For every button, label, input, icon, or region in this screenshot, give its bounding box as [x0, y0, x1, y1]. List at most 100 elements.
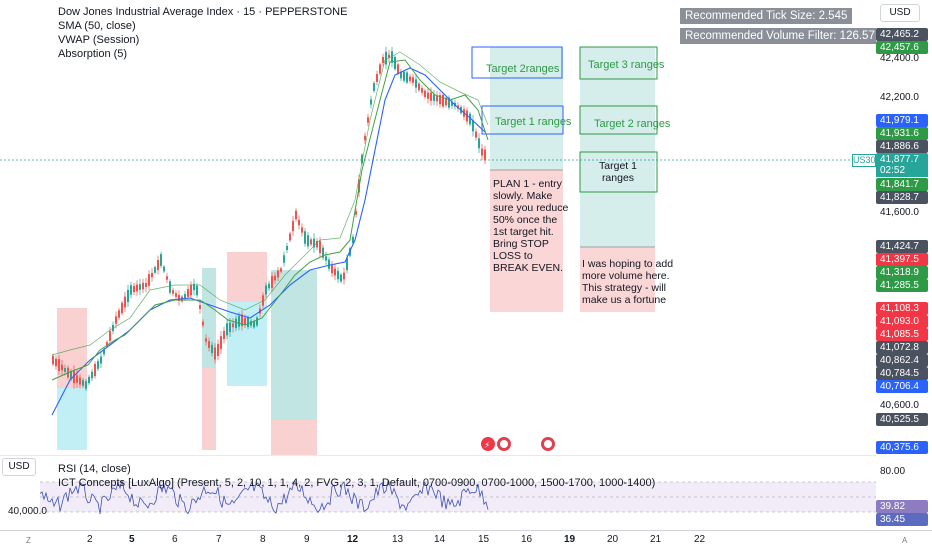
candle-body [253, 321, 255, 328]
candle-body [202, 321, 204, 326]
time-label: 5 [129, 534, 135, 545]
recommended-volume-filter: Recommended Volume Filter: 126.57 [680, 28, 880, 44]
candle-body [136, 284, 138, 292]
price-label: 41,877.7 [876, 153, 928, 166]
absorption-indicator-label[interactable]: Absorption (5) [58, 48, 128, 60]
candle-body [478, 138, 480, 149]
candle-body [472, 120, 474, 132]
candle-body [262, 295, 264, 306]
plan-note: PLAN 1 - entry slowly. Make sure you red… [493, 178, 569, 274]
price-label: 41,886.6 [876, 140, 928, 153]
candle-body [55, 358, 57, 367]
price-label: 42,465.2 [876, 28, 928, 41]
candle-body [58, 359, 60, 371]
price-label: 40,525.5 [876, 413, 928, 426]
candle-body [418, 83, 420, 91]
candle-body [445, 98, 447, 106]
candle-body [265, 285, 267, 295]
candle-body [484, 149, 486, 161]
candle-body [196, 285, 198, 296]
price-label: 41,085.5 [876, 328, 928, 341]
candle-body [220, 336, 222, 349]
price-tick: 40,600.0 [880, 400, 919, 411]
candle-body [283, 255, 285, 263]
candle-body [85, 381, 87, 389]
candle-body [481, 148, 483, 156]
vwap-upper-line [51, 51, 489, 356]
candle-body [343, 272, 345, 280]
vwap-indicator-label[interactable]: VWAP (Session) [58, 34, 140, 46]
timezone-z-icon[interactable]: Z [26, 536, 31, 545]
candle-body [310, 239, 312, 245]
price-tick: 42,200.0 [880, 92, 919, 103]
symbol-title[interactable]: Dow Jones Industrial Average Index · 15 … [58, 6, 348, 18]
target-1ranges-label-a: Target 1 ranges [495, 116, 572, 128]
candle-body [91, 371, 93, 379]
long-zone-cyan-3 [227, 302, 267, 386]
price-label: 41,828.7 [876, 191, 928, 204]
candle-body [76, 375, 78, 383]
candle-body [271, 276, 273, 288]
candle-body [307, 235, 309, 247]
candle-body [346, 257, 348, 271]
target-3ranges-label: Target 3 ranges [588, 59, 665, 71]
candle-body [247, 317, 249, 328]
candle-body [226, 323, 228, 336]
candle-body [193, 283, 195, 291]
candle-body [328, 259, 330, 269]
rsi-value-1: 39.82 [876, 500, 928, 513]
sma-indicator-label[interactable]: SMA (50, close) [58, 20, 136, 32]
price-label: 41,841.7 [876, 178, 928, 191]
main-price-chart[interactable]: ⚡ [0, 0, 876, 455]
price-label: 41,285.5 [876, 279, 928, 292]
candle-body [427, 92, 429, 99]
price-label: 42,457.6 [876, 41, 928, 54]
target-box-1ranges-a [481, 105, 564, 135]
candle-body [295, 210, 297, 220]
candle-body [211, 344, 213, 354]
candle-body [100, 356, 102, 364]
short-zone-red-4 [271, 420, 317, 455]
price-label: 41,093.0 [876, 315, 928, 328]
long-zone-cyan-1 [57, 388, 87, 450]
candle-body [304, 231, 306, 244]
candle-body [241, 314, 243, 327]
candle-body [82, 380, 84, 386]
target-box-2ranges [471, 46, 563, 79]
candle-body [469, 113, 471, 125]
time-axis[interactable] [0, 530, 932, 550]
candle-body [397, 64, 399, 74]
rsi-currency-button[interactable]: USD [2, 458, 36, 476]
auto-scale-icon[interactable]: A [902, 536, 908, 545]
candle-body [280, 268, 282, 272]
candle-body [142, 282, 144, 290]
candle-body [361, 154, 363, 164]
candle-body [391, 51, 393, 63]
candle-body [292, 220, 294, 232]
svg-text:⚡: ⚡ [484, 441, 490, 451]
candle-body [388, 54, 390, 58]
chart-legend[interactable]: Dow Jones Industrial Average Index · 15 … [58, 5, 347, 61]
candle-body [256, 317, 258, 326]
rsi-pane[interactable] [0, 455, 876, 530]
candle-body [412, 77, 414, 83]
time-label: 7 [216, 534, 222, 545]
candle-body [355, 211, 357, 215]
symbol-tag[interactable]: US30 [852, 154, 876, 167]
ict-indicator-label[interactable]: ICT Concepts [LuxAlgo] (Present, 5, 2, 1… [58, 477, 656, 489]
short-zone-red-2 [202, 368, 216, 450]
time-label: 19 [564, 534, 576, 545]
rsi-indicator-label[interactable]: RSI (14, close) [58, 463, 131, 475]
candle-body [151, 272, 153, 278]
time-label: 9 [304, 534, 310, 545]
rsi-value-2: 36.45 [876, 513, 928, 526]
currency-button[interactable]: USD [880, 4, 920, 22]
candle-body [301, 227, 303, 233]
rsi-legend[interactable]: RSI (14, close) ICT Concepts [LuxAlgo] (… [58, 462, 655, 490]
short-zone-red-3 [227, 252, 267, 302]
candle-body [103, 349, 105, 355]
price-label: 40,706.4 [876, 380, 928, 393]
candle-body [382, 56, 384, 64]
time-label: 13 [392, 534, 404, 545]
target-box-1ranges-b [579, 151, 658, 193]
